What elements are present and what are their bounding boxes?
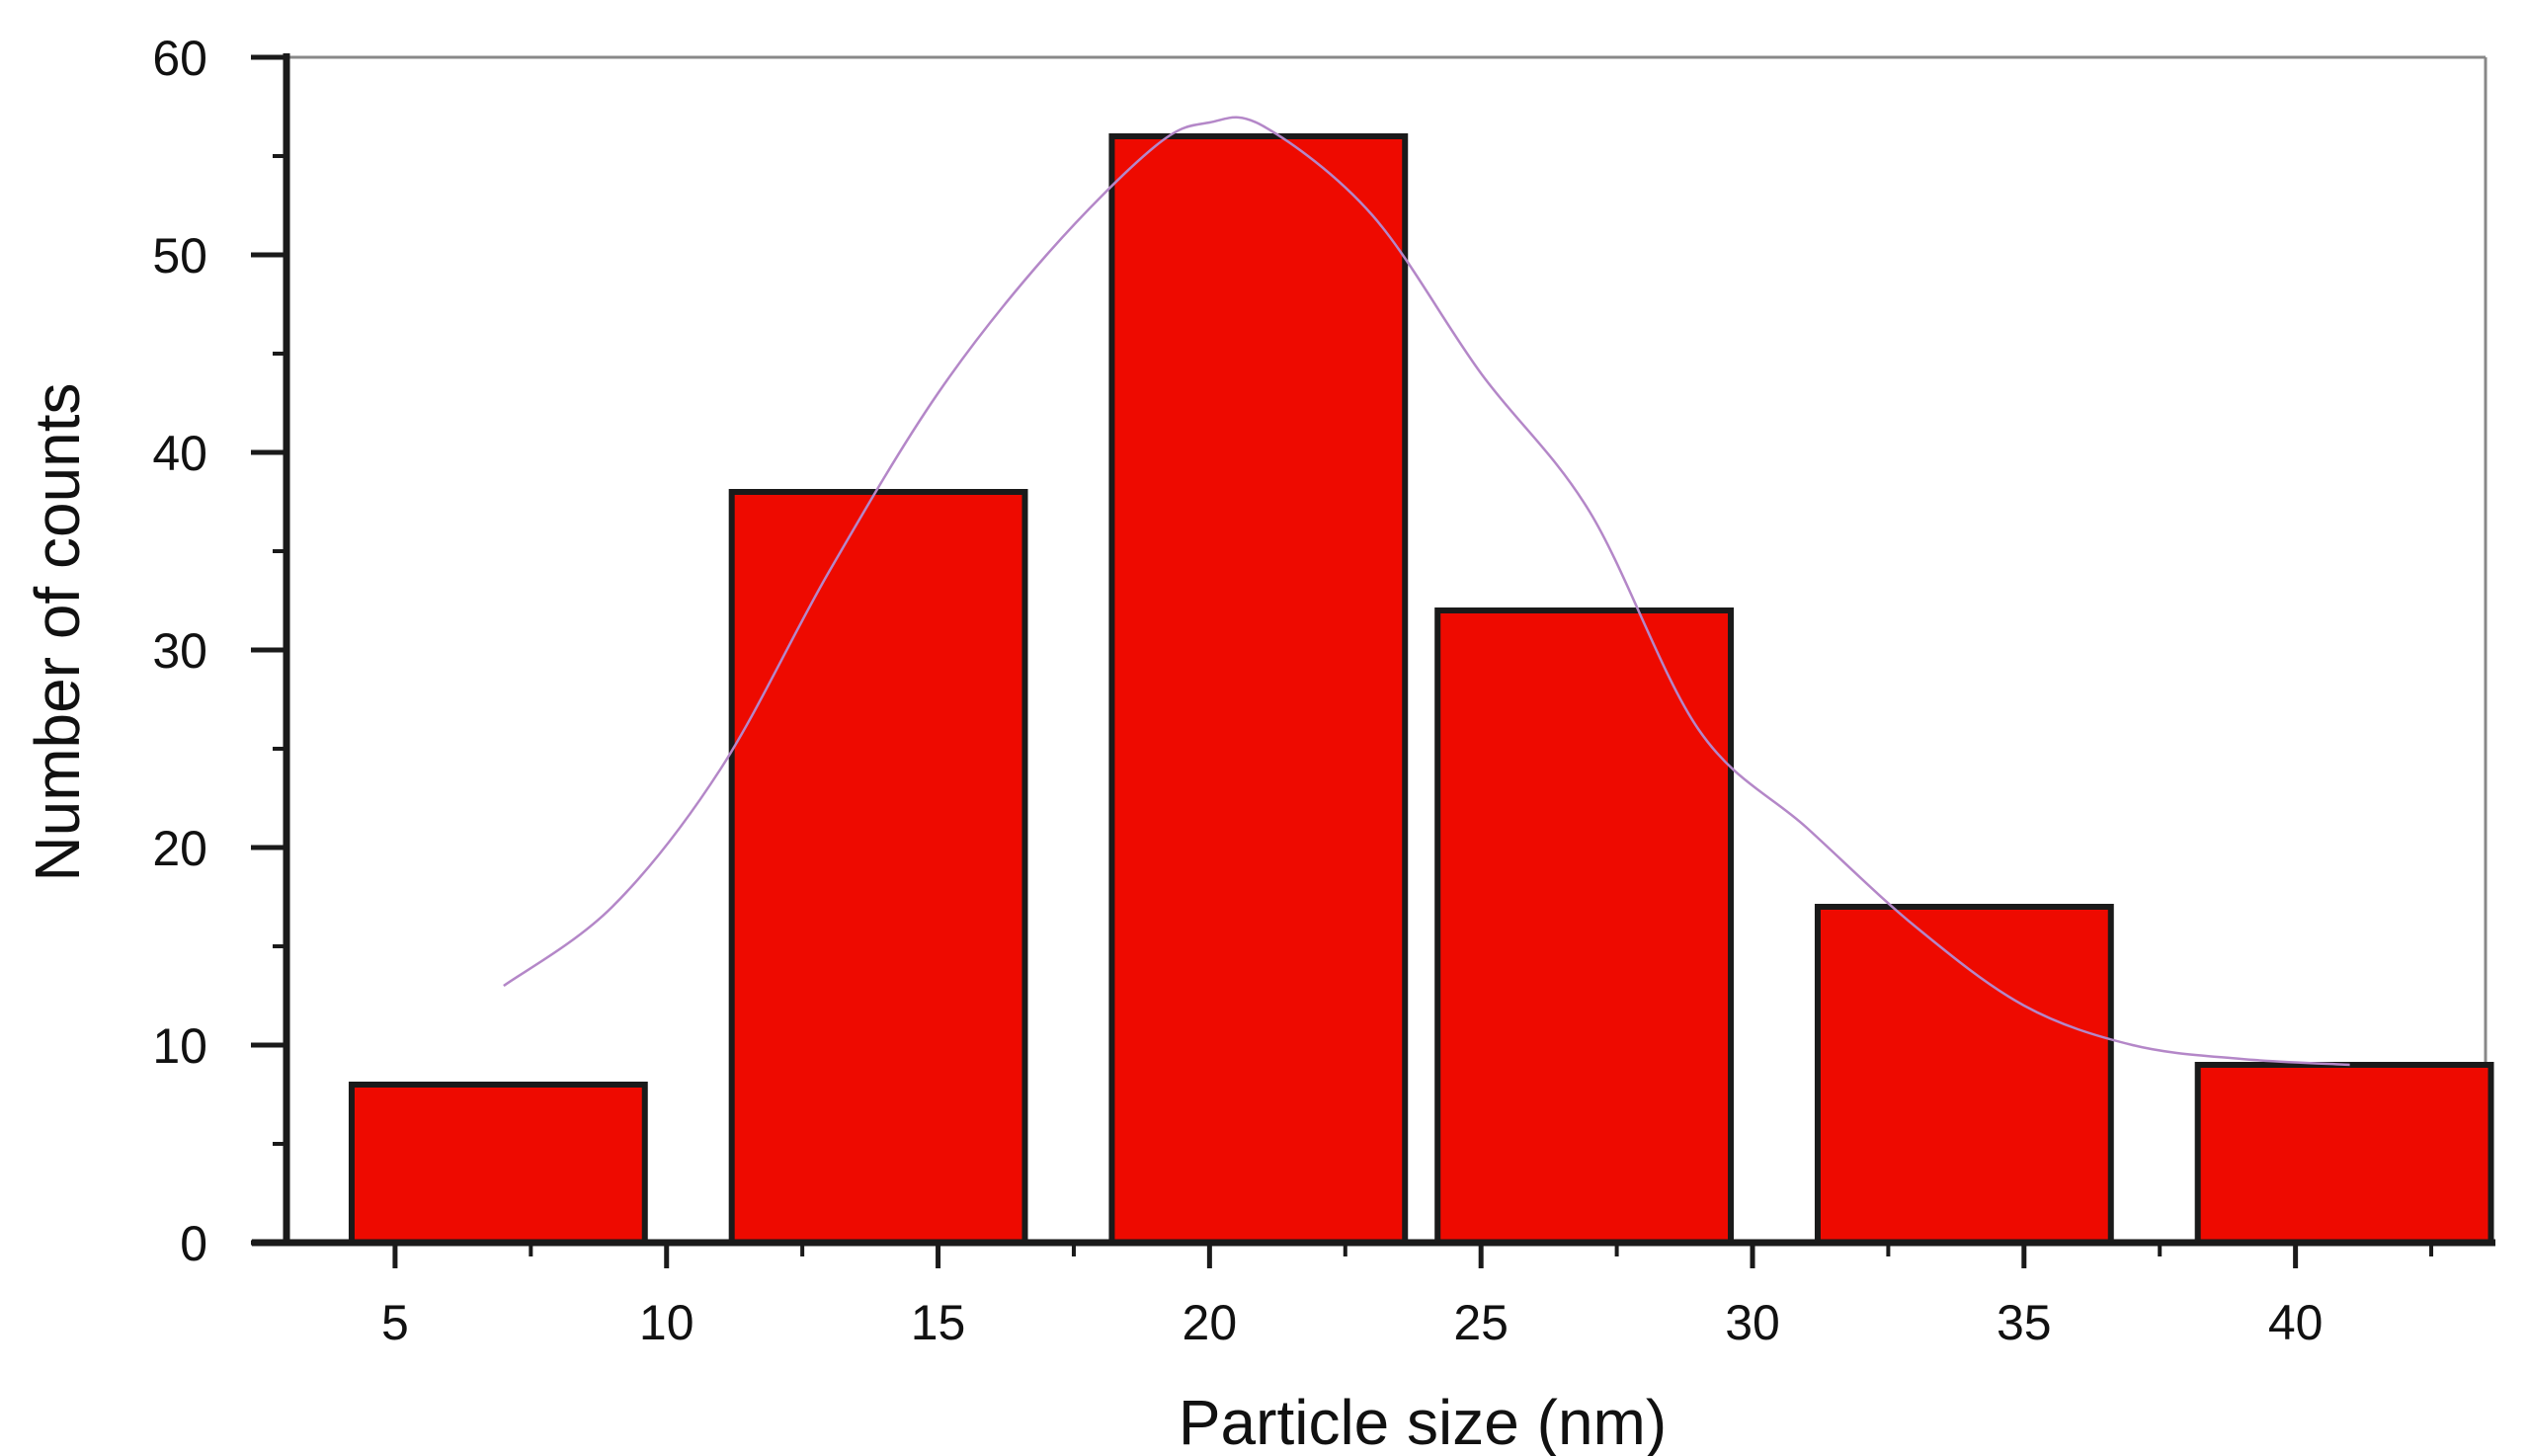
x-tick-label-15: 15: [911, 1295, 966, 1350]
bar-6: [2194, 1062, 2494, 1246]
x-tick-label-30: 30: [1725, 1295, 1780, 1350]
x-tick-label-20: 20: [1183, 1295, 1238, 1350]
x-tick-label-10: 10: [639, 1295, 694, 1350]
plot-frame: [286, 55, 2488, 1243]
x-tick-label-40: 40: [2268, 1295, 2324, 1350]
x-tick-label-25: 25: [1453, 1295, 1509, 1350]
y-tick-label-0: 0: [180, 1216, 207, 1271]
y-tick-labels: 0 10 20 30 40 50 60: [152, 31, 286, 1271]
distribution-fit-curve: [503, 116, 2350, 1067]
bars: [348, 133, 2494, 1246]
y-tick-label-40: 40: [152, 426, 207, 481]
y-axis-title: Number of counts: [22, 382, 93, 881]
y-tick-label-30: 30: [152, 623, 207, 679]
x-tick-labels: 5 10 15 20 25 30 35 40: [381, 1243, 2434, 1350]
bar-3: [1108, 133, 1409, 1246]
x-tick-label-35: 35: [1997, 1295, 2052, 1350]
bar-2: [728, 489, 1028, 1246]
x-axis-title: Particle size (nm): [1179, 1387, 1667, 1456]
y-tick-label-60: 60: [152, 31, 207, 86]
y-tick-label-20: 20: [152, 821, 207, 876]
y-tick-label-50: 50: [152, 228, 207, 283]
bar-5: [1814, 904, 2114, 1246]
fit-curve-layer: [503, 116, 2350, 1067]
x-tick-label-5: 5: [381, 1295, 409, 1350]
bar-4: [1434, 607, 1735, 1246]
bar-1: [348, 1082, 648, 1246]
y-tick-label-10: 10: [152, 1018, 207, 1074]
